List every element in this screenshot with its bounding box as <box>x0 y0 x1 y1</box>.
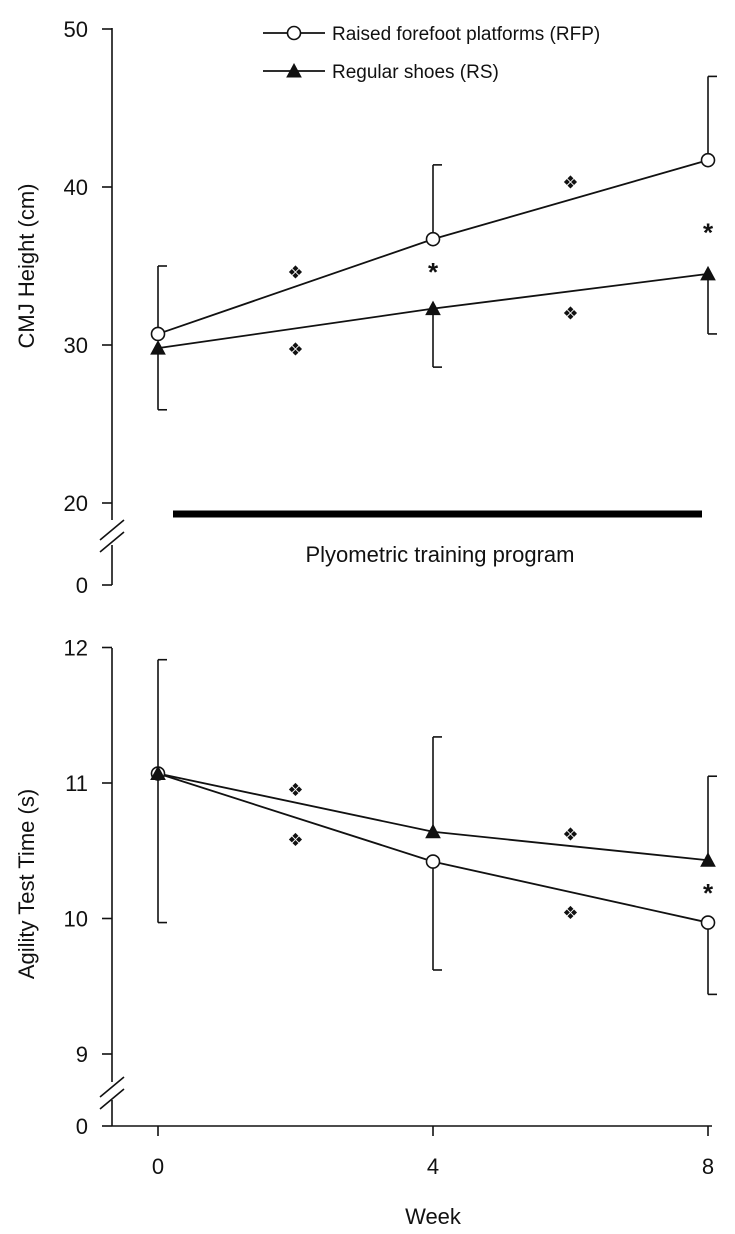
bottom-significance-diamond: ❖ <box>562 824 578 844</box>
top-y-axis-title: CMJ Height (cm) <box>14 183 39 348</box>
top-y-tick-label: 20 <box>64 491 88 516</box>
bottom-rs-error-bar <box>157 658 167 774</box>
legend-item-rs: Regular shoes (RS) <box>263 62 499 83</box>
top-plot-area: ❖ ❖ * ❖ ❖ * <box>150 75 717 411</box>
bottom-rs-error-bar <box>432 736 442 832</box>
bottom-rs-point <box>700 852 716 867</box>
top-rs-error-bar <box>707 273 717 335</box>
bottom-significance-star: * <box>703 878 714 908</box>
bottom-rfp-point <box>700 915 716 930</box>
top-y-tick-label: 50 <box>64 17 88 42</box>
legend-label-rs: Regular shoes (RS) <box>332 62 499 83</box>
bottom-rfp-error-bar <box>432 861 442 971</box>
bottom-y-tick-label: 10 <box>64 907 88 932</box>
training-program-label: Plyometric training program <box>306 542 575 567</box>
bottom-rs-point <box>150 765 166 781</box>
top-rs-point <box>425 300 441 316</box>
top-rfp-point <box>700 152 716 168</box>
bottom-y-tick-label: 9 <box>76 1042 88 1067</box>
bottom-axis-break-mark <box>99 1076 125 1110</box>
bottom-rfp-error-bar <box>157 773 167 924</box>
legend-label-rfp: Raised forefoot platforms (RFP) <box>332 24 600 45</box>
bottom-break-zero-label: 0 <box>76 1114 88 1139</box>
top-significance-diamond: ❖ <box>562 172 578 192</box>
top-rfp-error-bar <box>707 75 717 161</box>
legend-filled-triangle-marker <box>286 62 302 78</box>
x-axis-title: Week <box>405 1204 462 1229</box>
top-significance-star: * <box>703 218 714 248</box>
x-tick-label: 0 <box>152 1154 164 1179</box>
top-rs-error-bar <box>432 308 442 368</box>
bottom-rfp-error-bar <box>707 922 717 996</box>
top-rfp-point <box>425 231 441 247</box>
top-y-tick-label: 40 <box>64 175 88 200</box>
bottom-rs-point <box>425 823 441 839</box>
top-rfp-error-bar <box>157 265 167 334</box>
bottom-rfp-point <box>425 854 441 869</box>
bottom-y-tick-label: 11 <box>65 771 88 796</box>
bottom-significance-diamond: ❖ <box>287 780 303 800</box>
top-rs-point <box>700 265 716 281</box>
x-tick-label: 8 <box>702 1154 714 1179</box>
top-rs-error-bar <box>157 348 167 411</box>
bottom-significance-diamond: ❖ <box>562 903 578 923</box>
top-y-tick-label: 30 <box>64 333 88 358</box>
legend-item-rfp: Raised forefoot platforms (RFP) <box>263 24 600 45</box>
legend-open-circle-marker <box>286 25 302 41</box>
top-significance-star: * <box>428 257 439 287</box>
top-y-ticks: 20 30 40 50 <box>64 17 112 516</box>
top-rfp-point <box>150 326 166 342</box>
top-significance-diamond: ❖ <box>562 303 578 323</box>
top-rfp-error-bar <box>432 164 442 240</box>
legend: Raised forefoot platforms (RFP) Regular … <box>263 24 600 83</box>
top-significance-diamond: ❖ <box>287 340 303 360</box>
bottom-significance-diamond: ❖ <box>287 830 303 850</box>
cmj-height-panel: 0 20 30 40 50 CMJ Height (cm) Raised forefo… <box>14 17 717 598</box>
top-significance-diamond: ❖ <box>287 262 303 282</box>
bottom-y-tick-label: 12 <box>64 636 88 661</box>
bottom-y-ticks: 9 10 11 12 <box>64 636 112 1067</box>
top-axis-break-mark <box>99 519 125 553</box>
top-break-zero-label: 0 <box>76 573 88 598</box>
bottom-y-axis-title: Agility Test Time (s) <box>14 789 39 979</box>
bottom-x-ticks: 0 4 8 <box>152 1126 714 1179</box>
agility-time-panel: 0 9 10 11 12 0 4 8 Agility Test Time (s) Week… <box>14 636 717 1229</box>
top-rs-point <box>150 340 166 355</box>
bottom-rs-error-bar <box>707 775 717 861</box>
x-tick-label: 4 <box>427 1154 439 1179</box>
bottom-plot-area: ❖ ❖ ❖ ❖ * <box>150 658 717 996</box>
